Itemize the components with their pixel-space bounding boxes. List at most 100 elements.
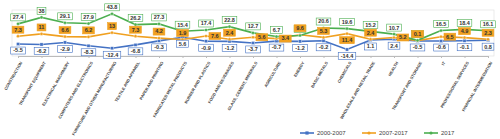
data-label: 5.6 bbox=[179, 41, 187, 47]
data-label: 7.3 bbox=[14, 27, 22, 33]
legend-label: 2007-2017 bbox=[379, 130, 408, 136]
x-tick-mark bbox=[183, 56, 184, 58]
x-tick-label: GLASS, CEMENT, MINERALS bbox=[226, 60, 258, 111]
x-tick: FOOD AND BEVERAGES bbox=[207, 56, 235, 104]
data-label: 10.7 bbox=[389, 25, 400, 31]
data-label: 5.3 bbox=[320, 28, 328, 34]
point-marker bbox=[486, 39, 489, 42]
data-label-box bbox=[37, 7, 46, 14]
data-label-box bbox=[280, 35, 292, 42]
data-label: 4.9 bbox=[461, 28, 469, 34]
point-marker bbox=[298, 33, 301, 36]
x-tick: GLASS, CEMENT, MINERALS bbox=[226, 56, 258, 111]
x-tick-label: FOOD AND BEVERAGES bbox=[207, 60, 235, 104]
point-marker bbox=[110, 12, 113, 15]
data-label: -0.7 bbox=[272, 44, 281, 50]
legend-marker bbox=[305, 131, 308, 134]
x-tick-mark bbox=[230, 56, 231, 58]
x-tick: ELECTRICAL MACHINERY bbox=[41, 56, 71, 107]
point-marker bbox=[204, 34, 207, 37]
point-marker bbox=[40, 16, 43, 19]
data-label-box bbox=[338, 52, 356, 59]
x-tick-label: CHEMICALS bbox=[336, 60, 352, 83]
point-marker bbox=[40, 32, 43, 35]
point-marker bbox=[40, 43, 43, 46]
point-marker bbox=[298, 34, 301, 37]
x-tick-mark bbox=[441, 56, 442, 58]
point-marker bbox=[110, 47, 113, 50]
point-marker bbox=[87, 35, 90, 38]
data-label: -0.9 bbox=[201, 45, 210, 51]
data-label: 16.5 bbox=[436, 21, 447, 27]
data-label: 6.6 bbox=[61, 27, 69, 33]
x-tick-label: FURNITURE AND OTHER MANUFACTURING bbox=[71, 61, 117, 137]
data-label-box bbox=[128, 15, 143, 22]
data-label-box bbox=[412, 30, 424, 37]
point-marker bbox=[134, 35, 137, 38]
data-label-box bbox=[199, 44, 214, 51]
data-label-box bbox=[153, 28, 165, 35]
legend-swatch bbox=[362, 132, 376, 134]
point-marker bbox=[463, 39, 466, 42]
series-line bbox=[18, 14, 488, 41]
data-label: -5.5 bbox=[13, 47, 22, 53]
data-label: 26.2 bbox=[130, 15, 141, 21]
data-label: -12.4 bbox=[106, 52, 119, 58]
data-label-box bbox=[11, 47, 26, 54]
data-label: 11.4 bbox=[342, 37, 353, 43]
data-label: 7.3 bbox=[132, 27, 140, 33]
data-label: -0.6 bbox=[436, 44, 445, 50]
point-marker bbox=[251, 31, 254, 34]
x-tick-mark bbox=[465, 56, 466, 58]
point-marker bbox=[439, 35, 442, 38]
point-marker bbox=[63, 21, 66, 24]
point-marker bbox=[157, 22, 160, 25]
x-tick-mark bbox=[18, 56, 19, 58]
data-label: -3.7 bbox=[248, 46, 257, 52]
data-label: 1.9 bbox=[179, 30, 187, 36]
x-tick-label: RUBBER AND PLASTICS bbox=[183, 60, 211, 104]
point-marker bbox=[416, 39, 419, 42]
data-label: 0.5 bbox=[414, 31, 422, 37]
x-tick: ENERGY bbox=[293, 56, 306, 78]
data-label-box bbox=[152, 44, 167, 51]
data-label-box bbox=[412, 31, 424, 38]
x-tick: RUBBER AND PLASTICS bbox=[183, 56, 211, 104]
data-label: 27.3 bbox=[154, 14, 165, 20]
data-label: 0.1 bbox=[414, 31, 422, 37]
point-marker bbox=[228, 25, 231, 28]
legend: 2000-20072007-20172017 bbox=[300, 130, 455, 136]
data-label: 2.3 bbox=[484, 30, 492, 36]
data-label-box bbox=[224, 29, 236, 36]
point-marker bbox=[110, 31, 113, 34]
x-tick-label: ENERGY bbox=[293, 60, 306, 77]
data-label-box bbox=[271, 27, 283, 34]
data-label-box bbox=[222, 44, 237, 51]
data-label: 5.2 bbox=[399, 34, 407, 40]
data-label: 13 bbox=[109, 23, 115, 29]
x-tick: PAPER AND PRINTING bbox=[138, 56, 164, 101]
data-label: 6.5 bbox=[446, 34, 454, 40]
legend-label: 2000-2007 bbox=[317, 130, 346, 136]
data-label-box bbox=[11, 14, 26, 21]
x-tick: TRANSPORT AND STORAGE bbox=[391, 56, 423, 111]
data-label: 27.4 bbox=[13, 14, 25, 20]
data-label-box bbox=[199, 20, 214, 27]
data-label-box bbox=[269, 44, 284, 51]
data-label: 2.4 bbox=[390, 43, 399, 49]
data-label-box bbox=[83, 27, 95, 34]
data-label: 15.2 bbox=[365, 22, 376, 28]
point-marker bbox=[87, 44, 90, 47]
point-marker bbox=[416, 39, 419, 42]
point-marker bbox=[322, 36, 325, 39]
data-label-box bbox=[152, 14, 167, 21]
data-label: 7.6 bbox=[211, 33, 219, 39]
plot-frame bbox=[12, 10, 494, 56]
legend-marker bbox=[367, 131, 370, 134]
plot-area bbox=[16, 12, 489, 51]
data-label-box bbox=[222, 17, 237, 24]
data-label-box bbox=[434, 21, 449, 28]
x-tick-label: HEALTH bbox=[387, 61, 399, 77]
point-marker bbox=[392, 33, 395, 36]
data-label-box bbox=[482, 29, 494, 36]
